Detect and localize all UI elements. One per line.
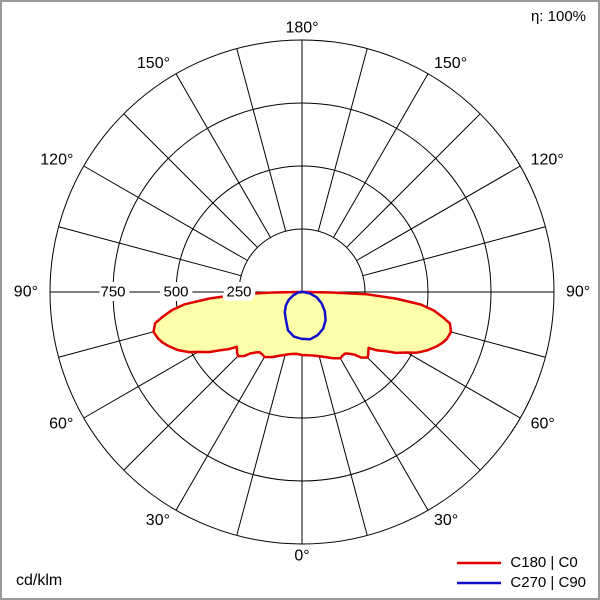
ring-label-250: 250 [226,284,251,301]
angle-label-left-60: 60° [49,416,73,433]
efficiency-label: η: 100% [530,8,586,25]
ring-label-750: 750 [100,284,125,301]
angle-label-left-150: 150° [137,55,170,72]
legend-label-c90: C270 | C90 [510,574,586,591]
angle-label-left-90: 90° [14,284,38,301]
legend-item-c0: C180 | C0 [456,554,586,571]
unit-label: cd/klm [16,572,63,589]
legend-line-red [457,561,502,564]
angle-label-center-180: 180° [285,20,318,37]
angle-label-right-150: 150° [434,55,467,72]
angle-label-right-90: 90° [566,284,590,301]
angle-label-right-120: 120° [531,152,564,169]
legend-line-blue [457,581,502,584]
legend: C180 | C0 C270 | C90 [456,554,586,591]
legend-label-c0: C180 | C0 [510,554,578,571]
angle-label-left-120: 120° [40,152,73,169]
angle-label-center-0: 0° [294,548,309,565]
ring-label-500: 500 [163,284,188,301]
angle-label-right-30: 30° [434,512,458,529]
legend-item-c90: C270 | C90 [456,574,586,591]
angle-label-right-60: 60° [531,416,555,433]
angle-label-left-30: 30° [146,512,170,529]
